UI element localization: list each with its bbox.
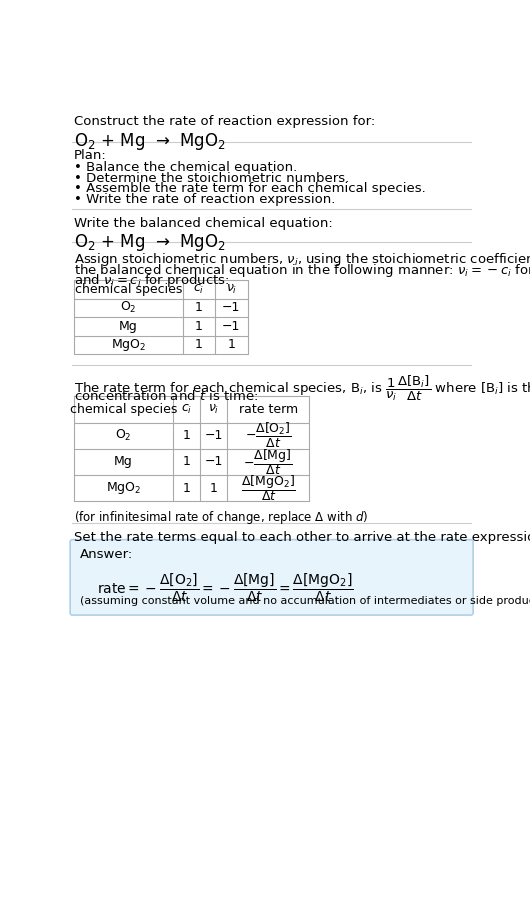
Text: chemical species: chemical species [70, 403, 178, 416]
Text: 1: 1 [195, 319, 202, 333]
Text: $c_i$: $c_i$ [181, 403, 192, 416]
Text: Mg: Mg [119, 319, 138, 333]
Text: $-\dfrac{\Delta[\mathrm{O_2}]}{\Delta t}$: $-\dfrac{\Delta[\mathrm{O_2}]}{\Delta t}… [245, 421, 292, 450]
Text: O$_2$: O$_2$ [116, 428, 132, 443]
Text: $c_i$: $c_i$ [193, 283, 205, 296]
Text: • Balance the chemical equation.: • Balance the chemical equation. [74, 161, 297, 174]
Text: −1: −1 [222, 301, 241, 314]
FancyBboxPatch shape [70, 540, 473, 615]
Text: 1: 1 [183, 430, 191, 442]
Text: and $\nu_i = c_i$ for products:: and $\nu_i = c_i$ for products: [74, 272, 229, 289]
Text: rate term: rate term [238, 403, 298, 416]
Text: MgO$_2$: MgO$_2$ [106, 480, 142, 496]
Text: −1: −1 [222, 319, 241, 333]
Text: concentration and $t$ is time:: concentration and $t$ is time: [74, 389, 258, 403]
Text: 1: 1 [183, 455, 191, 469]
Text: • Determine the stoichiometric numbers.: • Determine the stoichiometric numbers. [74, 172, 349, 185]
Text: 1: 1 [210, 481, 218, 494]
Text: the balanced chemical equation in the following manner: $\nu_i = -c_i$ for react: the balanced chemical equation in the fo… [74, 262, 530, 278]
Text: The rate term for each chemical species, B$_i$, is $\dfrac{1}{\nu_i}\dfrac{\Delt: The rate term for each chemical species,… [74, 373, 530, 402]
Text: −1: −1 [205, 455, 223, 469]
Text: Answer:: Answer: [80, 548, 134, 561]
Text: Set the rate terms equal to each other to arrive at the rate expression:: Set the rate terms equal to each other t… [74, 531, 530, 544]
Text: 1: 1 [183, 481, 191, 494]
Text: O$_2$: O$_2$ [120, 300, 137, 316]
Text: • Write the rate of reaction expression.: • Write the rate of reaction expression. [74, 193, 335, 207]
Text: Assign stoichiometric numbers, $\nu_i$, using the stoichiometric coefficients, $: Assign stoichiometric numbers, $\nu_i$, … [74, 251, 530, 268]
Text: −1: −1 [205, 430, 223, 442]
Text: Mg: Mg [114, 455, 133, 469]
Text: $\mathrm{rate} = -\dfrac{\Delta[\mathrm{O_2}]}{\Delta t} = -\dfrac{\Delta[\mathr: $\mathrm{rate} = -\dfrac{\Delta[\mathrm{… [97, 571, 354, 603]
Text: O$_2$ + Mg  →  MgO$_2$: O$_2$ + Mg → MgO$_2$ [74, 232, 226, 253]
Text: 1: 1 [227, 339, 235, 351]
Text: 1: 1 [195, 301, 202, 314]
Text: Write the balanced chemical equation:: Write the balanced chemical equation: [74, 217, 333, 230]
Text: $\nu_i$: $\nu_i$ [208, 403, 219, 416]
Text: (for infinitesimal rate of change, replace Δ with $d$): (for infinitesimal rate of change, repla… [74, 509, 368, 526]
Text: Construct the rate of reaction expression for:: Construct the rate of reaction expressio… [74, 116, 375, 128]
Text: $\dfrac{\Delta[\mathrm{MgO_2}]}{\Delta t}$: $\dfrac{\Delta[\mathrm{MgO_2}]}{\Delta t… [241, 473, 296, 503]
Text: • Assemble the rate term for each chemical species.: • Assemble the rate term for each chemic… [74, 182, 426, 196]
Text: (assuming constant volume and no accumulation of intermediates or side products): (assuming constant volume and no accumul… [80, 596, 530, 606]
Text: $\nu_i$: $\nu_i$ [226, 283, 237, 296]
Text: chemical species: chemical species [75, 283, 182, 296]
Text: MgO$_2$: MgO$_2$ [111, 337, 146, 353]
Text: O$_2$ + Mg  →  MgO$_2$: O$_2$ + Mg → MgO$_2$ [74, 131, 226, 152]
Text: Plan:: Plan: [74, 149, 107, 162]
Text: 1: 1 [195, 339, 202, 351]
Text: $-\dfrac{\Delta[\mathrm{Mg}]}{\Delta t}$: $-\dfrac{\Delta[\mathrm{Mg}]}{\Delta t}$ [243, 447, 293, 477]
